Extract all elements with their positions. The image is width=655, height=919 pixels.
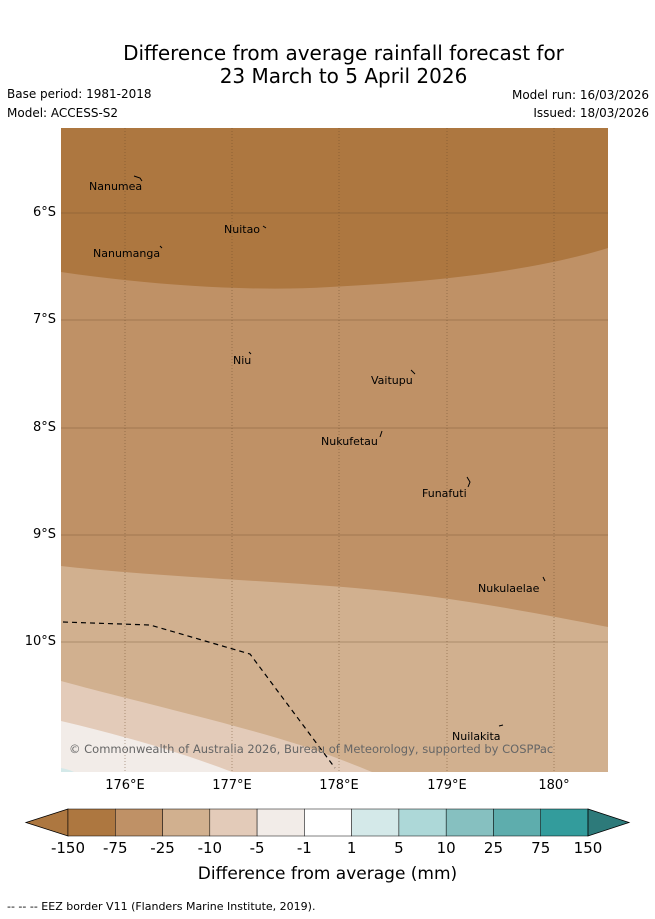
place-label-niu: Niu [233, 354, 252, 367]
longitude-gridlines [124, 128, 555, 772]
colorbar-extend-low [24, 808, 69, 837]
lat-label: 8°S [32, 420, 56, 435]
colorbar-segment [398, 808, 447, 837]
colorbar [24, 808, 631, 837]
eez-footnote: -- -- -- EEZ border V11 (Flanders Marine… [7, 900, 316, 913]
place-label-nanumanga: Nanumanga [93, 247, 161, 260]
lat-label: 10°S [24, 634, 56, 649]
anomaly-fill-corner [61, 768, 74, 772]
colorbar-segment [209, 808, 258, 837]
place-label-nukufetau: Nukufetau [321, 435, 378, 448]
place-label-nanumea: Nanumea [89, 180, 143, 193]
issued-text: Issued: 18/03/2026 [533, 106, 649, 120]
copyright-text: © Commonwealth of Australia 2026, Bureau… [69, 742, 554, 756]
colorbar-tick-label: -10 [197, 839, 223, 857]
colorbar-segment [256, 808, 305, 837]
colorbar-tick-label: -150 [50, 839, 86, 857]
colorbar-tick-label: 1 [346, 839, 357, 857]
lon-label: 179°E [427, 778, 467, 793]
colorbar-tick-label: 5 [394, 839, 404, 857]
colorbar-tick-label: -1 [296, 839, 312, 857]
lon-label: 178°E [319, 778, 359, 793]
colorbar-tick-label: -5 [249, 839, 265, 857]
place-label-nuitao: Nuitao [224, 223, 261, 236]
anomaly-fill-far-southwest [61, 721, 232, 772]
colorbar-tick-label: 75 [531, 839, 551, 857]
colorbar-segment [115, 808, 163, 837]
latitude-gridlines [61, 212, 608, 643]
colorbar-label: Difference from average (mm) [197, 864, 458, 884]
colorbar-tick-label: -75 [103, 839, 128, 857]
colorbar-tick-label: 25 [483, 839, 503, 857]
colorbar-segment [304, 808, 352, 837]
lon-label: 177°E [212, 778, 252, 793]
colorbar-tick-label: -25 [150, 839, 175, 857]
place-label-nuilakita: Nuilakita [452, 730, 501, 743]
lat-label: 7°S [32, 312, 56, 327]
colorbar-extend-high [587, 808, 631, 837]
place-label-vaitupu: Vaitupu [371, 374, 413, 387]
model-run-text: Model run: 16/03/2026 [511, 88, 649, 102]
colorbar-segment [351, 808, 400, 837]
place-label-nukulaelae: Nukulaelae [478, 582, 540, 595]
colorbar-segment [493, 808, 541, 837]
colorbar-segment [67, 808, 116, 837]
place-label-funafuti: Funafuti [422, 487, 467, 500]
colorbar-tick-label: 150 [573, 839, 603, 857]
base-period-text: Base period: 1981-2018 [7, 87, 152, 101]
chart-title-line2: 23 March to 5 April 2026 [219, 64, 468, 88]
lat-label: 6°S [32, 205, 56, 220]
lon-label: 176°E [105, 778, 145, 793]
colorbar-segment [162, 808, 211, 837]
chart-title-line1: Difference from average rainfall forecas… [123, 41, 564, 65]
island-outlines [133, 175, 546, 727]
colorbar-segment [540, 808, 589, 837]
lon-label: 180° [538, 778, 570, 793]
lat-label: 9°S [32, 527, 56, 542]
colorbar-tick-label: 10 [436, 839, 456, 857]
colorbar-segment [445, 808, 494, 837]
model-text: Model: ACCESS-S2 [7, 106, 119, 120]
eez-border [62, 621, 336, 769]
